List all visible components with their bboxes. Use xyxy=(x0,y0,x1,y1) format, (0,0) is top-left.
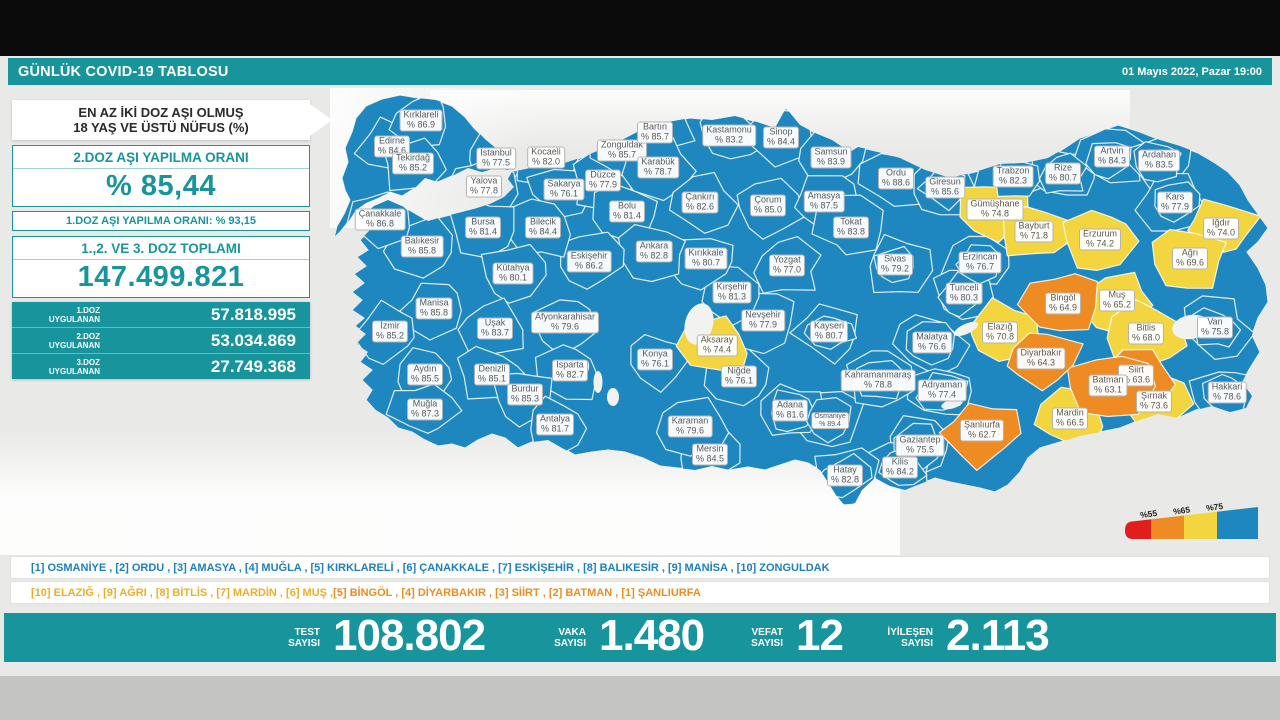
top10-lowest-part1: [10] ELAZIĞ , [9] AĞRI , [8] BİTLİS , [7… xyxy=(31,586,334,599)
dose2-box: 2.DOZ AŞI YAPILMA ORANI % 85,44 xyxy=(12,145,310,207)
date-label: 01 Mayıs 2022, Pazar 19:00 xyxy=(1121,65,1262,78)
bottom-letterbox-band xyxy=(0,676,1280,720)
dose-row: 1.DOZ UYGULANAN 57.818.995 xyxy=(12,302,310,328)
vaccination-panel: EN AZ İKİ DOZ AŞI OLMUŞ 18 YAŞ VE ÜSTÜ N… xyxy=(12,100,332,379)
page-title: GÜNLÜK COVID-19 TABLOSU xyxy=(18,63,229,80)
stat-group: VAKA SAYISI 1.480 xyxy=(554,611,705,660)
turkey-map xyxy=(334,95,1268,506)
banner-line2: 18 YAŞ VE ÜSTÜ NÜFUS (%) xyxy=(73,120,249,135)
top10-lowest-part2: [5] BİNGÖL , [4] DİYARBAKIR , [3] SİİRT … xyxy=(333,586,701,599)
total-value: 147.499.821 xyxy=(77,261,245,293)
lake-shape xyxy=(607,388,619,406)
banner-line1: EN AZ İKİ DOZ AŞI OLMUŞ xyxy=(78,105,244,120)
province-shape xyxy=(1066,355,1157,418)
top10-highest-list: [1] OSMANİYE , [2] ORDU , [3] AMASYA , [… xyxy=(10,556,1270,579)
color-legend: %55 %65 %75 xyxy=(1125,501,1258,539)
dose-rows: 1.DOZ UYGULANAN 57.818.995 2.DOZ UYGULANAN 53… xyxy=(12,302,310,379)
stat-group: İYİLEŞEN SAYISI 2.113 xyxy=(887,611,1049,660)
landmass xyxy=(334,95,1268,506)
dose2-value: % 85,44 xyxy=(106,170,216,202)
legend-segment xyxy=(1217,507,1258,539)
legend-tick: %55 xyxy=(1139,508,1158,520)
total-box: 1.,2. VE 3. DOZ TOPLAMI 147.499.821 xyxy=(12,236,310,298)
lake-shape xyxy=(954,321,978,337)
stat-group: VEFAT SAYISI 12 xyxy=(751,611,844,660)
title-bar: GÜNLÜK COVID-19 TABLOSU 01 Mayıs 2022, P… xyxy=(8,58,1272,85)
legend-tick: %65 xyxy=(1172,504,1191,516)
top10-highest-text: [1] OSMANİYE , [2] ORDU , [3] AMASYA , [… xyxy=(31,561,830,574)
lake-shape xyxy=(684,303,714,345)
panel-banner: EN AZ İKİ DOZ AŞI OLMUŞ 18 YAŞ VE ÜSTÜ N… xyxy=(12,100,332,140)
legend-segment xyxy=(1151,507,1184,539)
province-shape xyxy=(855,360,905,400)
dose2-label: 2.DOZ AŞI YAPILMA ORANI xyxy=(13,146,309,169)
stat-group: TEST SAYISI 108.802 xyxy=(288,611,486,660)
lake-shape xyxy=(593,371,603,393)
top10-lowest-list: [10] ELAZIĞ , [9] AĞRI , [8] BİTLİS , [7… xyxy=(10,581,1270,604)
legend-segment xyxy=(1125,507,1151,539)
total-label: 1.,2. VE 3. DOZ TOPLAMI xyxy=(13,237,309,260)
dose-row: 2.DOZ UYGULANAN 53.034.869 xyxy=(12,328,310,354)
dose1-line: 1.DOZ AŞI YAPILMA ORANI: % 93,15 xyxy=(12,211,310,231)
legend-tick: %75 xyxy=(1205,501,1224,513)
dose-row: 3.DOZ UYGULANAN 27.749.368 xyxy=(48,356,296,376)
daily-stats-bar: TEST SAYISI 108.802 VAKA SAYISI 1.480 VEFAT SAY… xyxy=(4,611,1276,662)
top-letterbox-band xyxy=(0,0,1280,56)
